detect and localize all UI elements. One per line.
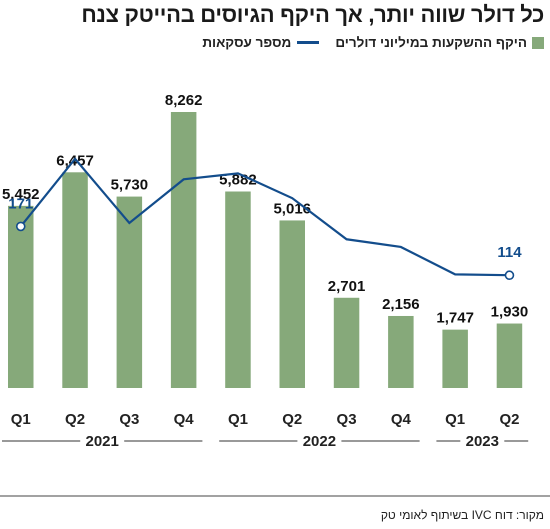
legend: היקף ההשקעות במיליוני דולרים מספר עסקאות	[186, 35, 544, 50]
line-value-label-0: 171	[8, 195, 33, 212]
bar-1	[62, 172, 88, 388]
bar-value-label-0: 5,452	[2, 186, 40, 203]
x-tick-label-8: Q1	[445, 411, 465, 428]
bar-7	[388, 315, 414, 388]
line-group: 171 114	[8, 157, 522, 281]
bar-value-label-7: 2,156	[382, 296, 420, 313]
legend-bars-label: היקף ההשקעות במיליוני דולרים	[335, 35, 527, 50]
x-tick-label-4: Q1	[228, 411, 248, 428]
x-tick-label-1: Q2	[65, 411, 85, 428]
x-tick-label-0: Q1	[11, 411, 31, 428]
source-note: מקור: דוח IVC בשיתוף לאומי טק	[380, 508, 544, 522]
bar-9	[496, 323, 523, 388]
bar-5	[279, 220, 305, 388]
line-point-9	[504, 270, 515, 281]
legend-line-label: מספר עסקאות	[202, 35, 292, 50]
line-value-label-9: 114	[497, 244, 522, 261]
bar-6	[333, 297, 360, 388]
legend-bar-swatch	[532, 36, 544, 49]
bar-value-label-4: 5,882	[219, 172, 257, 189]
x-tick-label-6: Q3	[337, 411, 357, 428]
legend-item-line: מספר עסקאות	[202, 35, 320, 50]
bar-value-label-9: 1,930	[491, 304, 529, 321]
x-tick-label-3: Q4	[174, 411, 195, 428]
x-tick-label-9: Q2	[499, 411, 519, 428]
bar-4	[225, 191, 251, 388]
bar-value-label-1: 6,457	[56, 152, 94, 169]
year-label-1: 2022	[303, 433, 336, 450]
bar-8	[442, 329, 468, 388]
year-label-0: 2021	[86, 433, 119, 450]
x-tick-label-5: Q2	[282, 411, 302, 428]
bar-3	[170, 112, 197, 388]
legend-line-swatch	[297, 41, 320, 44]
bar-value-label-6: 2,701	[328, 278, 366, 295]
chart-title: כל דולר שווה יותר, אך היקף הגיוסים בהייט…	[81, 2, 544, 27]
bars-group: 5,4526,4575,7308,2625,8825,0162,7012,156…	[2, 92, 528, 388]
legend-item-bars: היקף ההשקעות במיליוני דולרים	[335, 35, 544, 50]
x-tick-label-2: Q3	[119, 411, 139, 428]
deals-line	[19, 157, 510, 277]
line-point-0	[15, 221, 26, 232]
bar-value-label-3: 8,262	[165, 92, 203, 109]
bar-value-label-8: 1,747	[436, 310, 474, 327]
bar-2	[116, 196, 143, 388]
bar-value-label-2: 5,730	[111, 177, 149, 194]
x-tick-label-7: Q4	[391, 411, 412, 428]
year-label-2: 2023	[466, 433, 499, 450]
bar-0	[8, 205, 34, 388]
